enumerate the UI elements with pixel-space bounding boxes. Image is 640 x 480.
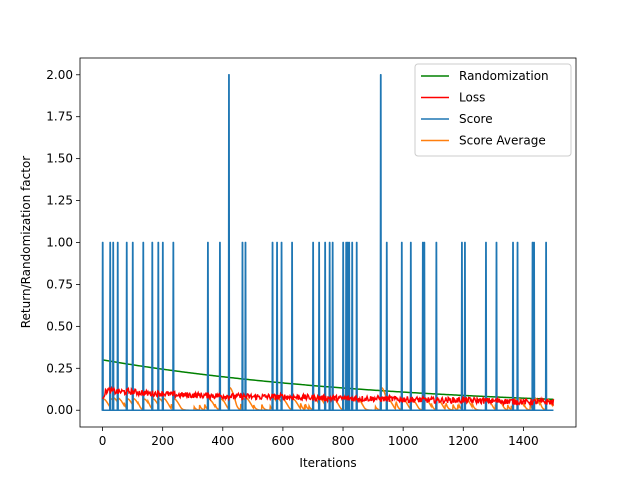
- x-tick-label: 0: [99, 434, 107, 448]
- legend-entry-label: Score: [459, 112, 493, 126]
- x-tick-label: 800: [332, 434, 355, 448]
- y-tick-label: 1.25: [46, 194, 73, 208]
- x-tick-label: 1400: [508, 434, 539, 448]
- legend: Randomization Loss Score Score Average: [414, 63, 572, 157]
- plot-area: [101, 74, 555, 411]
- y-tick-label: 2.00: [46, 68, 73, 82]
- y-tick-label: 0.00: [46, 403, 73, 417]
- x-tick-label: 1000: [388, 434, 419, 448]
- legend-entry-label: Score Average: [459, 134, 546, 148]
- legend-box: [414, 63, 572, 157]
- y-tick-label: 1.50: [46, 152, 73, 166]
- x-tick-label: 200: [151, 434, 174, 448]
- y-tick-label: 0.75: [46, 277, 73, 291]
- legend-entry-label: Loss: [459, 91, 485, 105]
- y-tick-label: 1.00: [46, 236, 73, 250]
- series-loss-line: [101, 385, 555, 408]
- y-tick-label: 0.50: [46, 319, 73, 333]
- x-tick-label: 400: [211, 434, 234, 448]
- y-tick-label: 1.75: [46, 110, 73, 124]
- series-randomization-line: [102, 359, 554, 401]
- x-tick-label: 600: [271, 434, 294, 448]
- y-tick-label: 0.25: [46, 361, 73, 375]
- legend-entry-label: Randomization: [459, 69, 549, 83]
- y-axis-label: Return/Randomization factor: [19, 156, 33, 329]
- series-score-line: [101, 74, 554, 411]
- x-tick-label: 1200: [448, 434, 479, 448]
- x-axis-label: Iterations: [299, 456, 356, 470]
